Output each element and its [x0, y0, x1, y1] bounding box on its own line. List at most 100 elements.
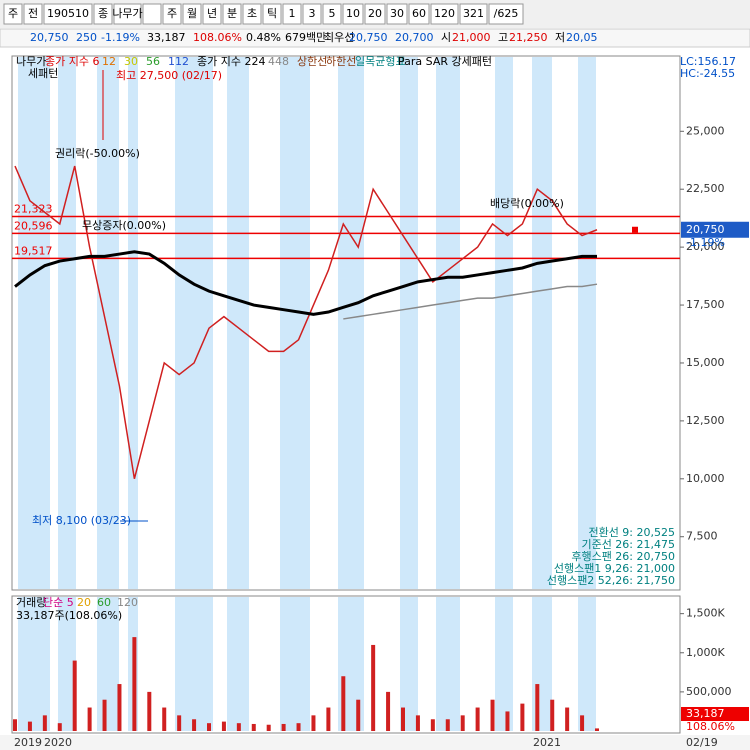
period-band	[436, 597, 460, 731]
x-label: 2021	[533, 736, 561, 749]
period-band	[227, 57, 249, 589]
volume-bar	[550, 699, 555, 731]
period-band	[400, 57, 418, 589]
toolbar-label: 321	[463, 7, 484, 20]
volume-bar	[236, 723, 241, 731]
toolbar-label: 30	[390, 7, 404, 20]
toolbar-button[interactable]	[408, 3, 430, 25]
toolbar-button[interactable]	[43, 3, 93, 25]
volume-bar	[356, 699, 361, 731]
toolbar-button[interactable]	[430, 3, 459, 25]
toolbar-button[interactable]	[23, 3, 43, 25]
toolbar-button[interactable]	[3, 3, 23, 25]
y-tick-label: 1,000K	[686, 646, 725, 659]
volume-bar	[595, 728, 599, 731]
toolbar-button[interactable]	[113, 3, 142, 25]
toolbar-button[interactable]	[162, 3, 182, 25]
info-value: 시	[441, 31, 451, 44]
info-value: 33,187	[147, 31, 186, 44]
volume-bar	[505, 711, 510, 731]
toolbar-label: 전	[28, 7, 38, 20]
toolbar-button[interactable]	[182, 3, 202, 25]
toolbar-button[interactable]	[386, 3, 408, 25]
legend-item: 하한선	[326, 54, 356, 68]
y-tick-label: 20,000	[686, 240, 725, 253]
period-band	[532, 57, 552, 589]
period-band	[175, 57, 213, 589]
toolbar-button[interactable]	[262, 3, 282, 25]
y-tick-label: 12,500	[686, 414, 725, 427]
legend-item: 일목균형표	[355, 54, 406, 68]
x-label: 02/19	[686, 736, 718, 749]
info-value: 0.48%	[246, 31, 281, 44]
support-label: 20,596	[14, 219, 53, 232]
volume-legend: 단순 5	[43, 596, 74, 609]
y-tick-label: 500,000	[686, 685, 732, 698]
volume-legend: 120	[117, 596, 138, 609]
toolbar-button[interactable]	[302, 3, 322, 25]
volume-bar	[415, 715, 420, 731]
last-price-box	[681, 221, 749, 238]
toolbar-button[interactable]	[93, 3, 113, 25]
corner-label: LC:156.17	[680, 55, 736, 68]
ichimoku-label: 기준선 26: 21,475	[581, 538, 675, 551]
volume-bar	[460, 715, 465, 731]
info-value: -1.19%	[101, 31, 140, 44]
period-band	[227, 597, 249, 731]
legend-item: 56	[146, 55, 160, 68]
volume-bar	[326, 707, 331, 731]
toolbar-label: 초	[247, 7, 257, 20]
y-tick-label: 15,000	[686, 356, 725, 369]
toolbar-button[interactable]	[142, 3, 162, 25]
toolbar-button[interactable]	[322, 3, 342, 25]
legend-item: 30	[124, 55, 138, 68]
volume-bar	[296, 723, 301, 731]
period-band	[58, 597, 76, 731]
x-label: 2020	[44, 736, 72, 749]
toolbar-label: 틱	[267, 7, 277, 20]
toolbar-button[interactable]	[488, 3, 524, 25]
toolbar-button[interactable]	[222, 3, 242, 25]
period-band	[18, 57, 50, 589]
volume-bar	[371, 644, 376, 731]
toolbar-label: 1	[289, 7, 296, 20]
toolbar-button[interactable]	[202, 3, 222, 25]
volume-bar	[87, 707, 92, 731]
period-band	[18, 597, 50, 731]
info-value: 108.06%	[193, 31, 242, 44]
toolbar-button[interactable]	[242, 3, 262, 25]
toolbar-label: 10	[346, 7, 360, 20]
legend-item: Para SAR 강세패턴	[398, 55, 492, 68]
toolbar-label: 월	[187, 7, 197, 20]
annotation: 권리락(-50.00%)	[55, 147, 140, 160]
volume-bar	[430, 719, 435, 731]
toolbar-label: 일	[147, 6, 157, 20]
legend-item: 종가 지수 224	[197, 55, 265, 68]
annotation: 배당락(0.00%)	[490, 197, 564, 210]
toolbar-button[interactable]	[364, 3, 386, 25]
volume-caption: 33,187주(108.06%)	[16, 609, 122, 622]
toolbar-label: 나무가	[112, 7, 142, 20]
legend-item: 나무가	[16, 55, 46, 68]
period-band	[128, 57, 138, 589]
y-tick-label: 22,500	[686, 182, 725, 195]
toolbar-button[interactable]	[342, 3, 364, 25]
ichimoku-label: 선행스팬2 52,26: 21,750	[547, 574, 675, 587]
volume-bar	[445, 719, 450, 731]
toolbar-button[interactable]	[459, 3, 488, 25]
period-band	[532, 597, 552, 731]
annotation: 최고 27,500 (02/17)	[116, 69, 222, 82]
period-band	[495, 57, 513, 589]
volume-bar	[177, 715, 182, 731]
volume-bar	[72, 660, 77, 731]
period-band	[97, 57, 119, 589]
info-value: 679백만	[285, 31, 326, 44]
y-tick-label: 17,500	[686, 298, 725, 311]
toolbar-button[interactable]	[282, 3, 302, 25]
legend-item: 12	[102, 55, 116, 68]
legend-item: 상한선	[297, 55, 327, 68]
support-label: 19,517	[14, 244, 53, 257]
toolbar-label: 20	[368, 7, 382, 20]
y-tick-label: 7,500	[686, 530, 718, 543]
volume-bar	[42, 715, 47, 731]
